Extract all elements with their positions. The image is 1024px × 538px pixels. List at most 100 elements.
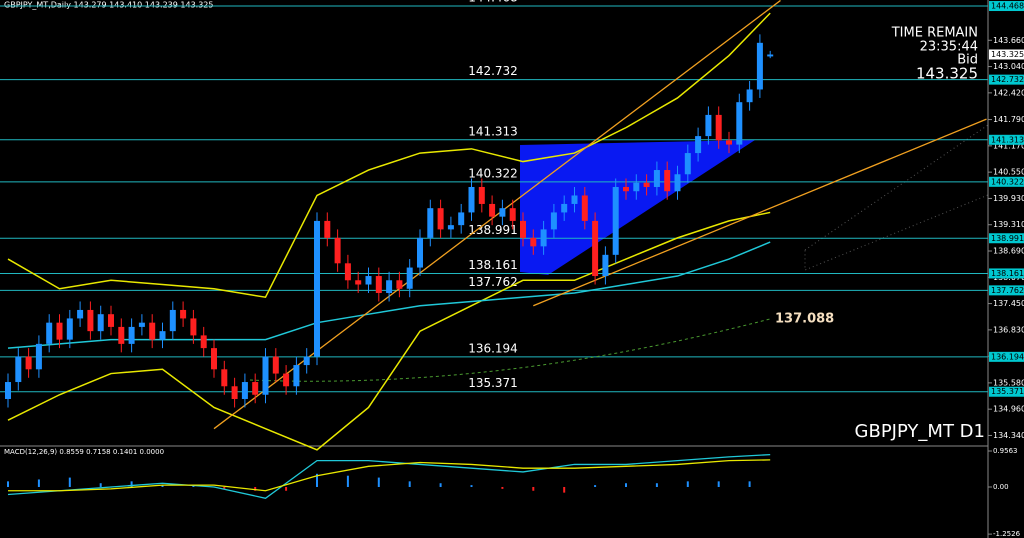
level-box: [989, 351, 1024, 362]
candle-body: [695, 136, 702, 154]
y-tick-label: 141.790: [993, 115, 1024, 124]
level-box-label: 140.322: [991, 177, 1024, 186]
level-label: 137.762: [468, 275, 518, 289]
level-box: [989, 1, 1024, 12]
bid: 143.325: [916, 65, 978, 83]
macd-bar: [563, 486, 566, 493]
candle-body: [66, 318, 73, 340]
indicator-line: [7, 211, 771, 451]
level-box: [989, 233, 1024, 244]
candle-body: [458, 212, 465, 226]
level-box: [989, 386, 1024, 397]
candle-body: [571, 195, 578, 204]
macd-bar: [254, 486, 257, 491]
macd-signal: [8, 459, 771, 492]
candle-body: [138, 322, 145, 327]
macd-tick-label: 0.9563: [993, 447, 1018, 455]
candle-body: [56, 322, 63, 340]
macd-bar: [748, 481, 751, 487]
candle-body: [314, 220, 320, 357]
y-tick-label: 138.690: [993, 247, 1024, 256]
level-label: 138.161: [468, 258, 518, 272]
candle-body: [303, 356, 310, 366]
candle-body: [592, 220, 599, 277]
macd-bar: [37, 479, 40, 487]
macd-bar: [625, 483, 627, 487]
candle-body: [128, 326, 135, 344]
macd-bar: [316, 473, 318, 487]
level-label: 142.732: [468, 64, 518, 78]
candle-body: [221, 369, 228, 387]
candle-body: [46, 322, 53, 344]
macd-bar: [377, 477, 380, 487]
candle-body: [272, 356, 279, 374]
candle-body: [437, 208, 444, 230]
candle-body: [705, 114, 712, 137]
candle-body: [478, 186, 485, 204]
candle-body: [365, 276, 372, 285]
candle-body: [489, 203, 496, 217]
trendline: [533, 118, 987, 307]
level-box-label: 142.732: [991, 75, 1024, 84]
candle-body: [262, 356, 269, 395]
candle-body: [674, 174, 681, 192]
candle-body: [653, 170, 660, 187]
symbol: GBPJPY_MT D1: [855, 421, 985, 442]
time-label: TIME REMAIN: [891, 26, 978, 41]
macd-bar: [439, 483, 442, 487]
candle-body: [664, 170, 671, 192]
candle-body: [87, 309, 94, 332]
candle-body: [324, 220, 331, 238]
level-box-label: 144.468: [991, 2, 1024, 11]
y-tick-label: 135.580: [993, 378, 1024, 387]
candle-body: [468, 186, 475, 213]
candle-body: [108, 314, 114, 327]
candle-body: [200, 335, 207, 349]
candle-body: [97, 314, 104, 332]
macd-label: MACD(12,26,9) 0.8559 0.7158 0.1401 0.000…: [4, 448, 164, 456]
candle-body: [447, 225, 454, 230]
candle-body: [509, 208, 516, 221]
candle-body: [499, 208, 506, 217]
macd-bar: [717, 481, 720, 487]
level-box-label: 138.991: [991, 234, 1024, 243]
candle-body: [726, 140, 732, 145]
candle-body: [159, 331, 166, 340]
highlight-zone: [520, 140, 755, 275]
candle-body: [417, 237, 423, 268]
candle-body: [427, 208, 434, 238]
macd-tick-label: 0.00: [993, 483, 1009, 491]
macd-tick-label: -1.2526: [993, 530, 1021, 538]
candle-body: [736, 102, 743, 145]
candle-body: [756, 42, 763, 90]
macd-line: [7, 453, 771, 499]
candle-body: [581, 195, 588, 221]
candle-body: [334, 237, 341, 264]
candle-body: [530, 237, 537, 247]
candle-body: [520, 220, 526, 238]
macd-bar: [130, 481, 133, 487]
level-label: 140.322: [468, 166, 518, 180]
y-tick-label: 143.660: [993, 36, 1024, 45]
candle-body: [612, 186, 619, 255]
time: 23:35:44: [920, 40, 978, 55]
candle-body: [375, 276, 382, 293]
candle-body: [211, 348, 217, 370]
level-label: 135.371: [468, 376, 518, 390]
candle-body: [355, 280, 362, 285]
candle-body: [767, 54, 774, 57]
macd-bar: [655, 483, 658, 487]
header: GBPJPY_MT,Daily 143.279 143.410 143.239 …: [4, 1, 213, 10]
y-tick-label: 136.830: [993, 325, 1024, 334]
macd-bar: [161, 485, 164, 487]
candle-body: [180, 309, 187, 319]
macd-bar: [686, 481, 689, 487]
annotation: 137.088: [775, 311, 834, 326]
candle-body: [406, 267, 413, 289]
macd-bar: [532, 486, 535, 491]
level-box: [989, 268, 1024, 279]
candle-body: [540, 229, 547, 247]
candle-body: [15, 356, 22, 383]
macd-bar: [99, 483, 102, 487]
